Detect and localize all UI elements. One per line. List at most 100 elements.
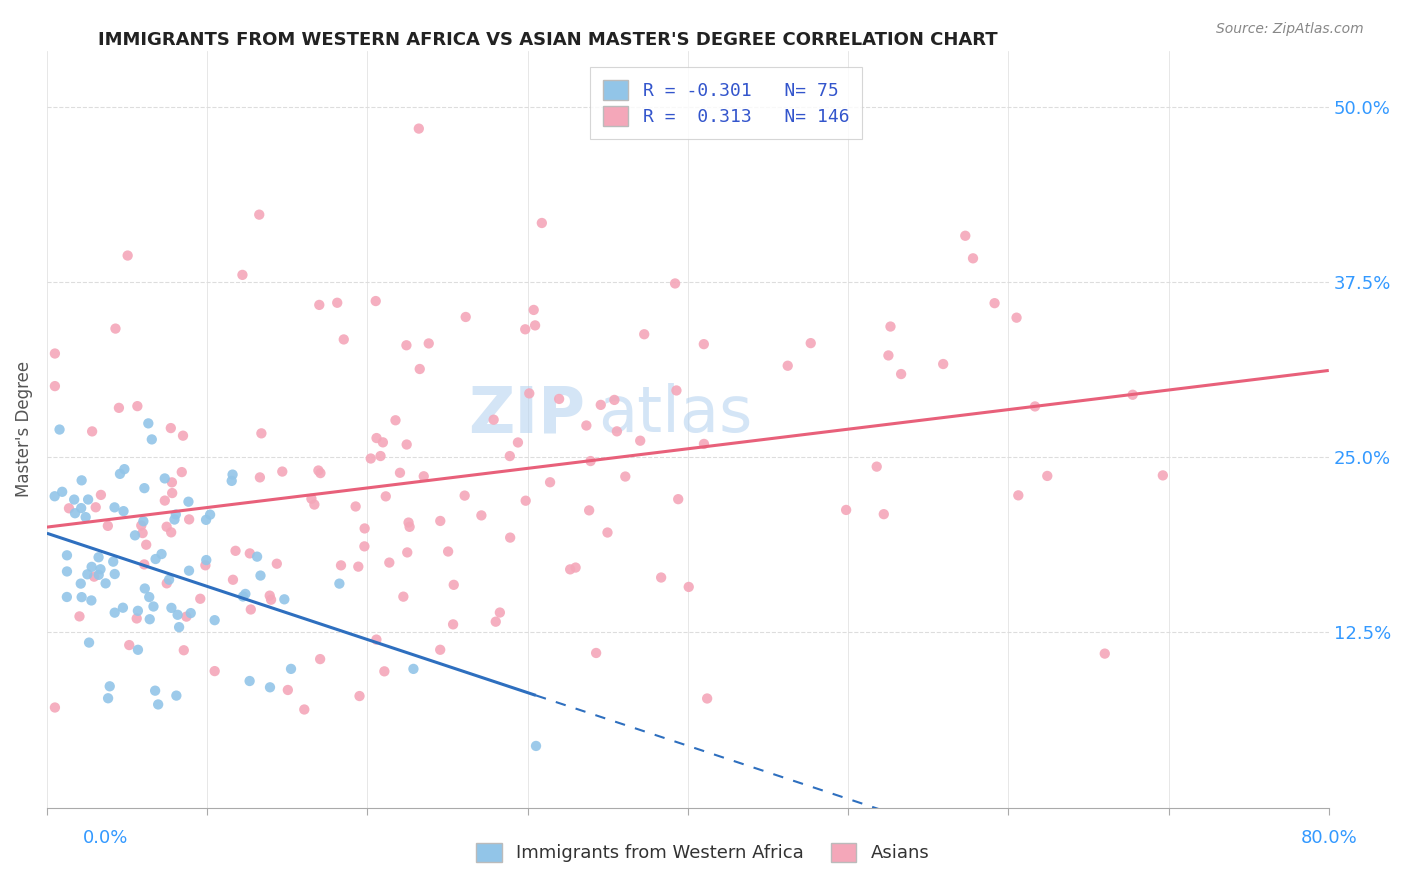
- Point: [247, 208, 270, 222]
- Text: ZIP: ZIP: [468, 383, 585, 445]
- Point: [499, 449, 522, 463]
- Point: [173, 643, 195, 657]
- Point: [157, 573, 180, 587]
- Point: [179, 512, 201, 526]
- Point: [564, 560, 586, 574]
- Point: [292, 702, 315, 716]
- Point: [112, 462, 135, 476]
- Point: [589, 398, 612, 412]
- Point: [225, 544, 247, 558]
- Point: [246, 549, 269, 564]
- Point: [135, 538, 157, 552]
- Point: [134, 558, 156, 572]
- Point: [124, 528, 146, 542]
- Point: [1122, 388, 1144, 402]
- Point: [366, 632, 388, 647]
- Point: [44, 489, 66, 503]
- Point: [69, 576, 91, 591]
- Point: [364, 293, 387, 308]
- Point: [696, 691, 718, 706]
- Point: [873, 507, 896, 521]
- Point: [160, 600, 183, 615]
- Point: [159, 421, 181, 435]
- Point: [429, 514, 451, 528]
- Point: [395, 437, 418, 451]
- Point: [585, 646, 607, 660]
- Point: [606, 425, 628, 439]
- Point: [70, 590, 93, 604]
- Text: IMMIGRANTS FROM WESTERN AFRICA VS ASIAN MASTER'S DEGREE CORRELATION CHART: IMMIGRANTS FROM WESTERN AFRICA VS ASIAN …: [98, 31, 998, 49]
- Point: [560, 562, 582, 576]
- Point: [44, 700, 66, 714]
- Point: [80, 593, 103, 607]
- Point: [575, 418, 598, 433]
- Point: [44, 346, 66, 360]
- Point: [163, 512, 186, 526]
- Point: [371, 435, 394, 450]
- Point: [127, 604, 149, 618]
- Point: [499, 531, 522, 545]
- Point: [153, 471, 176, 485]
- Point: [103, 555, 125, 569]
- Point: [538, 475, 561, 490]
- Point: [77, 492, 100, 507]
- Point: [650, 570, 672, 584]
- Point: [398, 520, 420, 534]
- Point: [204, 613, 226, 627]
- Point: [548, 392, 571, 406]
- Point: [308, 298, 330, 312]
- Point: [69, 609, 91, 624]
- Point: [1094, 647, 1116, 661]
- Point: [307, 463, 329, 477]
- Point: [131, 526, 153, 541]
- Point: [180, 606, 202, 620]
- Point: [333, 333, 356, 347]
- Point: [117, 248, 139, 262]
- Point: [517, 386, 540, 401]
- Point: [374, 489, 396, 503]
- Point: [111, 600, 134, 615]
- Point: [349, 689, 371, 703]
- Point: [75, 510, 97, 524]
- Point: [103, 500, 125, 515]
- Point: [56, 549, 79, 563]
- Point: [239, 673, 262, 688]
- Point: [118, 638, 141, 652]
- Text: Source: ZipAtlas.com: Source: ZipAtlas.com: [1216, 22, 1364, 37]
- Y-axis label: Master's Degree: Master's Degree: [15, 361, 32, 497]
- Point: [259, 681, 281, 695]
- Point: [266, 557, 288, 571]
- Point: [108, 467, 131, 481]
- Point: [271, 465, 294, 479]
- Point: [1024, 400, 1046, 414]
- Point: [87, 567, 110, 582]
- Point: [489, 606, 512, 620]
- Point: [353, 540, 375, 554]
- Point: [221, 467, 243, 482]
- Point: [63, 492, 86, 507]
- Point: [412, 469, 434, 483]
- Point: [776, 359, 799, 373]
- Point: [524, 318, 547, 333]
- Point: [603, 392, 626, 407]
- Point: [664, 277, 686, 291]
- Point: [94, 576, 117, 591]
- Point: [524, 739, 547, 753]
- Legend: Immigrants from Western Africa, Asians: Immigrants from Western Africa, Asians: [470, 836, 936, 870]
- Point: [165, 689, 187, 703]
- Point: [222, 573, 245, 587]
- Point: [146, 698, 169, 712]
- Legend: R = -0.301   N= 75, R =  0.313   N= 146: R = -0.301 N= 75, R = 0.313 N= 146: [591, 67, 862, 138]
- Point: [104, 321, 127, 335]
- Point: [470, 508, 492, 523]
- Point: [260, 592, 283, 607]
- Point: [890, 367, 912, 381]
- Point: [143, 683, 166, 698]
- Point: [666, 492, 689, 507]
- Point: [437, 544, 460, 558]
- Point: [395, 338, 418, 352]
- Point: [879, 319, 901, 334]
- Point: [76, 567, 98, 582]
- Point: [309, 466, 332, 480]
- Point: [83, 569, 105, 583]
